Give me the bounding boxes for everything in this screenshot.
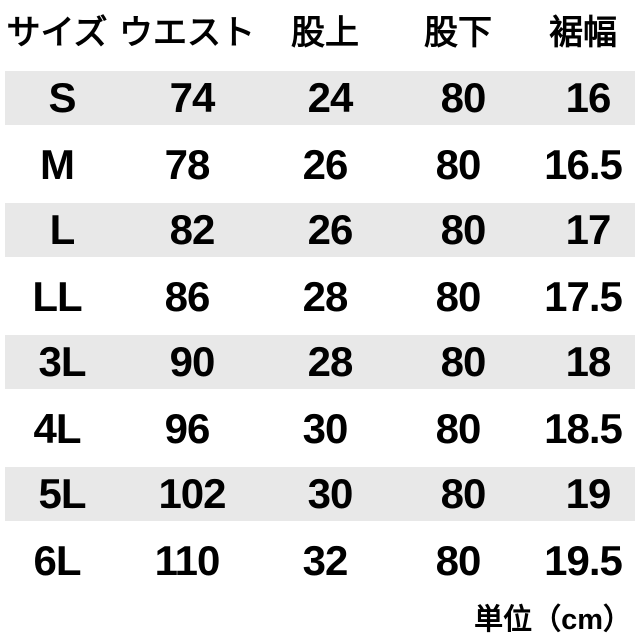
cell-rise: 30 [307, 470, 354, 517]
table-row-l: L 82 26 80 17 [0, 198, 640, 264]
cell-waist: 110 [154, 537, 221, 584]
table-row-4l: 4L 96 30 80 18.5 [0, 396, 640, 462]
cell-inseam: 80 [435, 273, 482, 320]
cell-hem: 18.5 [544, 405, 623, 452]
cell-size: 4L [33, 405, 81, 452]
cell-waist: 78 [164, 141, 211, 188]
cell-size: 6L [33, 537, 81, 584]
cell-hem: 17 [565, 206, 612, 253]
cell-size: 5L [38, 470, 86, 517]
cell-rise: 26 [307, 206, 354, 253]
cell-rise: 32 [302, 537, 349, 584]
cell-waist: 90 [169, 338, 216, 385]
cell-waist: 74 [169, 74, 216, 121]
unit-note-label: 単位（cm） [474, 604, 632, 636]
cell-waist: 102 [158, 470, 226, 517]
table-row-3l: 3L 90 28 80 18 [0, 330, 640, 396]
cell-rise: 26 [302, 141, 349, 188]
table-row-6l: 6L 110 32 80 19.5 [0, 528, 640, 594]
cell-inseam: 80 [440, 74, 487, 121]
cell-hem: 19.5 [544, 537, 623, 584]
cell-hem: 16.5 [544, 141, 623, 188]
table-row-ll: LL 86 28 80 17.5 [0, 264, 640, 330]
header-rise: 股上 [291, 14, 359, 52]
cell-rise: 24 [307, 74, 354, 121]
unit-note: 単位（cm） [0, 594, 640, 640]
header-waist: ウエスト [119, 14, 255, 52]
cell-inseam: 80 [435, 405, 482, 452]
table-row-5l: 5L 102 30 80 19 [0, 462, 640, 528]
cell-waist: 86 [164, 273, 211, 320]
cell-inseam: 80 [435, 537, 482, 584]
cell-waist: 96 [164, 405, 211, 452]
cell-size: L [49, 206, 76, 253]
table-header-row: サイズ ウエスト 股上 股下 裾幅 [0, 0, 640, 66]
cell-rise: 28 [307, 338, 354, 385]
header-size: サイズ [6, 14, 108, 52]
cell-size: M [40, 141, 75, 188]
cell-rise: 28 [302, 273, 349, 320]
cell-size: 3L [38, 338, 86, 385]
cell-waist: 82 [169, 206, 216, 253]
cell-size: LL [32, 273, 82, 320]
cell-hem: 17.5 [544, 273, 623, 320]
cell-hem: 19 [565, 470, 612, 517]
table-row-m: M 78 26 80 16.5 [0, 132, 640, 198]
header-hem: 裾幅 [549, 14, 617, 52]
table-row-s: S 74 24 80 16 [0, 66, 640, 132]
cell-rise: 30 [302, 405, 349, 452]
header-inseam: 股下 [424, 14, 492, 52]
cell-inseam: 80 [440, 206, 487, 253]
cell-inseam: 80 [435, 141, 482, 188]
cell-inseam: 80 [440, 338, 487, 385]
cell-hem: 18 [565, 338, 612, 385]
cell-size: S [48, 74, 76, 121]
cell-inseam: 80 [440, 470, 487, 517]
cell-hem: 16 [565, 74, 612, 121]
